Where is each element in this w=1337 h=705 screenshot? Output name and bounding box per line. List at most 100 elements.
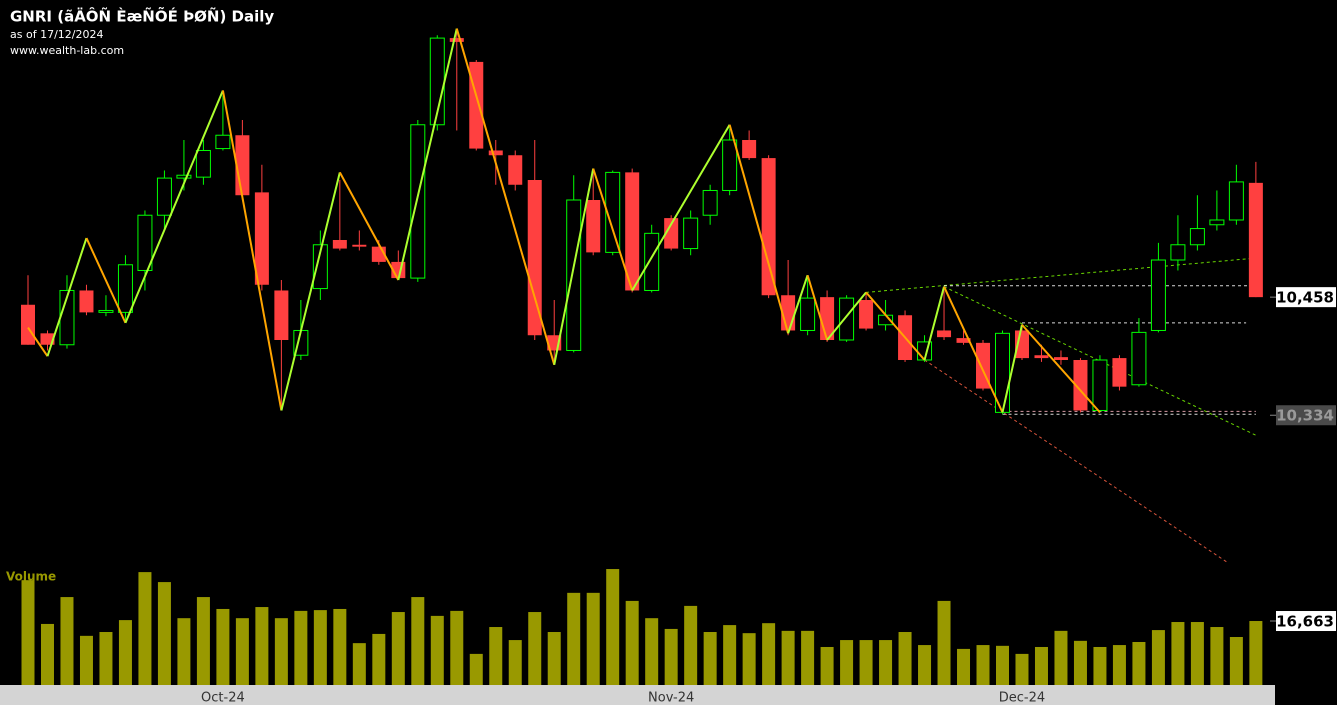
volume-bar bbox=[840, 640, 854, 685]
volume-bar bbox=[918, 645, 932, 685]
candle-body bbox=[1228, 181, 1244, 221]
volume-bar bbox=[1093, 646, 1107, 685]
volume-bar bbox=[781, 630, 795, 685]
volume-bar bbox=[898, 632, 912, 685]
candle-body bbox=[1073, 360, 1088, 411]
candle-body bbox=[937, 330, 952, 338]
candle-body bbox=[761, 158, 776, 296]
zigzag-segment bbox=[455, 28, 556, 366]
y-label-box bbox=[1276, 287, 1336, 308]
x-tick-label: Oct-24 bbox=[201, 691, 245, 705]
candle-body bbox=[352, 244, 367, 247]
volume-bar bbox=[723, 625, 737, 685]
candle-body bbox=[527, 180, 542, 336]
volume-bar bbox=[60, 597, 74, 685]
candle-body bbox=[1248, 182, 1263, 298]
volume-bar bbox=[684, 605, 698, 685]
plot: 10,458 10,334 Oct-24 Nov-24 Dec-24 16,663 bbox=[21, 28, 1336, 705]
candle-body bbox=[605, 171, 621, 253]
chart-title: GNRI (ãÄÔÑ ÈæÑÕÉ ÞØÑ) Daily bbox=[10, 7, 274, 26]
volume-bar bbox=[976, 645, 990, 685]
volume-bar bbox=[450, 610, 464, 685]
candle-body bbox=[1209, 219, 1225, 226]
candle-body bbox=[137, 214, 153, 271]
volume-bar bbox=[294, 610, 308, 685]
candle-body bbox=[449, 38, 464, 42]
volume-bar bbox=[1249, 621, 1263, 685]
volume-bar bbox=[118, 620, 132, 685]
trendline bbox=[924, 359, 1227, 563]
candle-body bbox=[644, 232, 660, 291]
volume-bar bbox=[235, 618, 249, 685]
candle-body bbox=[625, 172, 640, 291]
volume-bar bbox=[196, 597, 210, 685]
zigzag-segment bbox=[592, 168, 634, 291]
volume-bar bbox=[216, 608, 230, 685]
candle-body bbox=[410, 124, 426, 279]
candle-body bbox=[1131, 331, 1147, 386]
candle-body bbox=[21, 304, 35, 345]
x-tick-label: Nov-24 bbox=[648, 691, 694, 705]
volume-bar bbox=[40, 623, 54, 685]
y-tick-label: 10,458 bbox=[1276, 289, 1334, 307]
y-tick-label: 10,334 bbox=[1276, 407, 1334, 425]
volume-bar bbox=[1210, 627, 1224, 685]
volume-title: Volume bbox=[6, 570, 56, 584]
zigzag-segment bbox=[806, 274, 829, 341]
candle-body bbox=[956, 338, 971, 343]
volume-bar bbox=[138, 572, 152, 685]
candle-body bbox=[1053, 357, 1068, 360]
zigzag-segment bbox=[46, 237, 88, 357]
volume-bar bbox=[1015, 653, 1029, 685]
zigzag-segment bbox=[923, 286, 945, 361]
volume-bar bbox=[1112, 645, 1126, 685]
zigzag-segment bbox=[124, 90, 224, 324]
volume-bar bbox=[1190, 622, 1204, 685]
trendline bbox=[866, 257, 1256, 293]
candle-body bbox=[274, 290, 289, 340]
candle-body bbox=[839, 297, 855, 341]
volume-bar bbox=[1132, 641, 1146, 685]
candle-body bbox=[312, 244, 328, 290]
candle-body bbox=[98, 309, 114, 313]
volume-bar bbox=[820, 646, 834, 685]
candle-body bbox=[586, 200, 601, 253]
volume-bar bbox=[489, 627, 503, 685]
volume-bar bbox=[528, 612, 542, 685]
candle-body bbox=[1092, 359, 1108, 411]
volume-bar bbox=[79, 635, 93, 685]
zigzag-segment bbox=[221, 90, 283, 411]
volume-bar bbox=[1073, 640, 1087, 685]
candle-body bbox=[176, 174, 192, 179]
zigzag-segment bbox=[826, 291, 867, 341]
volume-bar bbox=[625, 600, 639, 685]
volume-bar bbox=[937, 600, 951, 685]
source: www.wealth-lab.com bbox=[10, 44, 124, 57]
volume-bar bbox=[1171, 622, 1185, 685]
zigzag-segment bbox=[553, 168, 595, 365]
x-axis-strip bbox=[0, 685, 1275, 705]
volume-bar bbox=[508, 640, 522, 685]
candle-body bbox=[215, 134, 231, 150]
zigzag-segment bbox=[1021, 324, 1101, 414]
zigzag-segment bbox=[338, 171, 400, 281]
volume-bar bbox=[1151, 630, 1165, 685]
volume-bar bbox=[255, 607, 269, 685]
zigzag-segment bbox=[397, 28, 458, 281]
zigzag-segment bbox=[27, 327, 49, 357]
volume-bar bbox=[879, 640, 893, 685]
candle-body bbox=[156, 177, 172, 216]
volume-bar bbox=[1034, 646, 1048, 685]
volume-bar bbox=[99, 632, 113, 685]
candle-body bbox=[508, 155, 523, 185]
volume-bar bbox=[157, 582, 171, 685]
zigzag-segment bbox=[728, 124, 790, 334]
y-label-box bbox=[1276, 611, 1336, 632]
volume-bar bbox=[274, 618, 288, 685]
volume-bar bbox=[801, 630, 815, 685]
volume-bar bbox=[1054, 630, 1068, 685]
volume-bar bbox=[1229, 637, 1243, 685]
candle-body bbox=[469, 61, 484, 149]
y-label-box bbox=[1276, 405, 1336, 426]
